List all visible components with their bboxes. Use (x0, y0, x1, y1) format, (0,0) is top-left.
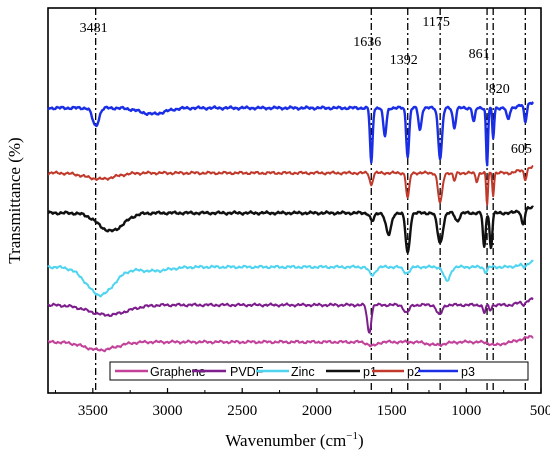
x-tick-label-500: 500 (530, 403, 550, 419)
x-axis-label-text: Wavenumber (cm (225, 431, 346, 450)
legend-label-p2: p2 (407, 365, 421, 379)
peak-label-1636: 1636 (353, 35, 381, 50)
peak-label-861: 861 (469, 47, 490, 62)
series-line-p1 (47, 205, 534, 254)
legend-label-zinc: Zinc (291, 365, 315, 379)
series-line-pvdf (47, 297, 534, 334)
x-tick-label-1000: 1000 (451, 403, 481, 419)
legend-label-graphene: Graphene (150, 365, 206, 379)
x-axis-label-sup: −1 (346, 430, 358, 442)
series-line-graphene (47, 335, 534, 353)
peak-label-820: 820 (489, 82, 510, 97)
x-axis-label-end: ) (358, 431, 364, 450)
peak-label-605: 605 (511, 142, 532, 157)
series-line-p2 (47, 165, 534, 206)
peak-label-1175: 1175 (422, 15, 449, 30)
series-line-p3 (47, 101, 535, 167)
legend-label-p1: p1 (363, 365, 377, 379)
peak-label-3481: 3481 (80, 21, 108, 36)
legend-box (109, 361, 529, 381)
peak-label-1392: 1392 (390, 53, 418, 68)
x-axis-label: Wavenumber (cm−1) (225, 430, 363, 450)
x-tick-label-1500: 1500 (377, 403, 407, 419)
series-group (47, 101, 535, 353)
legend: Graphene PVDF Zinc p1 p2 p3 (109, 361, 529, 381)
series-line-zinc (47, 259, 534, 298)
x-tick-label-3500: 3500 (78, 403, 108, 419)
peak-annotations: 3481 1636 1392 1175 861 820 605 (80, 15, 532, 157)
x-tick-label-3000: 3000 (153, 403, 183, 419)
legend-label-pvdf: PVDF (230, 365, 264, 379)
legend-label-p3: p3 (461, 365, 475, 379)
x-tick-label-2000: 2000 (302, 403, 332, 419)
plot-frame (47, 7, 542, 394)
x-axis-ticks: 3500 3000 2500 2000 1500 1000 500 (54, 388, 550, 419)
x-tick-label-2500: 2500 (227, 403, 257, 419)
reference-lines (95, 8, 526, 393)
y-axis-label: Transmittance (%) (5, 137, 24, 263)
